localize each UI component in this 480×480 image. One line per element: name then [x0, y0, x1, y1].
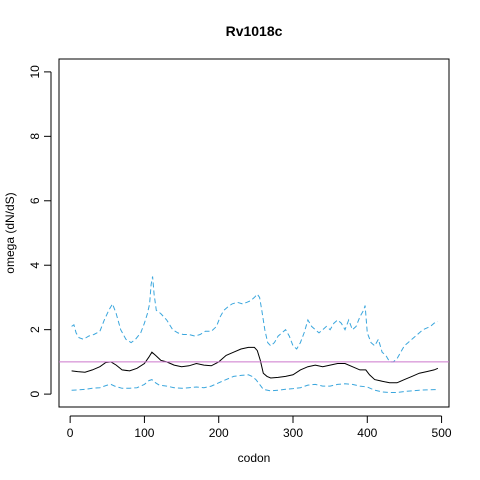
y-axis: 0 2 4 6 8 10: [28, 65, 52, 397]
series-line-lower: [71, 374, 438, 393]
y-tick-label: 10: [28, 65, 42, 79]
plot-frame: [58, 58, 450, 408]
x-tick-label: 500: [432, 426, 452, 440]
x-tick-label: 200: [209, 426, 229, 440]
x-axis: 0 100 200 300 400 500: [67, 415, 452, 440]
y-tick-label: 6: [28, 197, 42, 204]
x-tick-label: 0: [67, 426, 74, 440]
plot-area: [58, 58, 450, 408]
y-tick-label: 4: [28, 262, 42, 269]
x-tick-label: 300: [283, 426, 303, 440]
y-tick-label: 2: [28, 326, 42, 333]
chart-title: Rv1018c: [226, 23, 283, 39]
series-line-estimate: [71, 346, 439, 384]
x-tick-label: 400: [357, 426, 377, 440]
series-layer: [71, 276, 439, 393]
y-tick-label: 8: [28, 133, 42, 140]
y-axis-label: omega (dN/dS): [3, 192, 17, 273]
x-axis-label: codon: [238, 451, 271, 465]
series-line-upper: [71, 276, 439, 363]
y-tick-label: 0: [28, 390, 42, 397]
x-tick-label: 100: [134, 426, 154, 440]
